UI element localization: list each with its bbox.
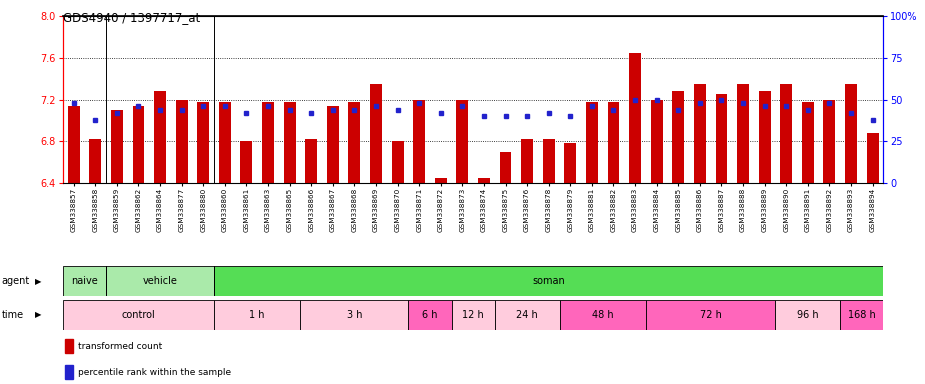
Bar bbox=[451, 300, 495, 329]
Bar bbox=[840, 300, 883, 329]
Bar bbox=[413, 100, 426, 183]
Bar bbox=[672, 91, 684, 183]
Bar bbox=[65, 365, 73, 379]
Bar bbox=[111, 110, 123, 183]
Text: control: control bbox=[121, 310, 155, 320]
Bar bbox=[478, 178, 490, 183]
Text: ▶: ▶ bbox=[35, 310, 42, 319]
Bar bbox=[106, 266, 214, 296]
Bar bbox=[781, 84, 792, 183]
Text: 96 h: 96 h bbox=[797, 310, 819, 320]
Bar bbox=[758, 91, 771, 183]
Bar bbox=[349, 102, 361, 183]
Text: 48 h: 48 h bbox=[592, 310, 613, 320]
Bar bbox=[305, 139, 317, 183]
Bar bbox=[629, 53, 641, 183]
Text: 24 h: 24 h bbox=[516, 310, 538, 320]
Bar bbox=[132, 106, 144, 183]
Bar bbox=[219, 102, 230, 183]
Text: naive: naive bbox=[71, 276, 98, 286]
Text: vehicle: vehicle bbox=[142, 276, 178, 286]
Bar bbox=[560, 300, 646, 329]
Bar bbox=[823, 100, 835, 183]
Bar bbox=[500, 152, 512, 183]
Bar bbox=[68, 106, 80, 183]
Text: 168 h: 168 h bbox=[848, 310, 876, 320]
Bar bbox=[586, 102, 598, 183]
Text: time: time bbox=[2, 310, 24, 320]
Bar bbox=[845, 84, 857, 183]
Text: 72 h: 72 h bbox=[699, 310, 722, 320]
Bar bbox=[564, 144, 576, 183]
Bar bbox=[65, 339, 73, 353]
Bar bbox=[716, 94, 727, 183]
Bar bbox=[176, 100, 188, 183]
Bar bbox=[650, 100, 662, 183]
Text: transformed count: transformed count bbox=[78, 341, 162, 351]
Bar bbox=[543, 139, 555, 183]
Bar bbox=[63, 266, 106, 296]
Text: 6 h: 6 h bbox=[422, 310, 438, 320]
Bar bbox=[214, 300, 301, 329]
Bar bbox=[408, 300, 451, 329]
Bar bbox=[262, 102, 274, 183]
Bar bbox=[435, 178, 447, 183]
Bar bbox=[456, 100, 468, 183]
Bar bbox=[694, 84, 706, 183]
Bar bbox=[90, 139, 101, 183]
Bar bbox=[867, 133, 879, 183]
Bar bbox=[802, 102, 814, 183]
Text: 12 h: 12 h bbox=[462, 310, 484, 320]
Bar bbox=[391, 141, 403, 183]
Bar bbox=[495, 300, 560, 329]
Bar bbox=[197, 102, 209, 183]
Bar bbox=[775, 300, 840, 329]
Text: ▶: ▶ bbox=[35, 276, 42, 286]
Bar bbox=[646, 300, 775, 329]
Bar bbox=[521, 139, 533, 183]
Bar bbox=[737, 84, 749, 183]
Bar bbox=[608, 102, 620, 183]
Bar bbox=[63, 300, 214, 329]
Bar bbox=[301, 300, 408, 329]
Bar bbox=[327, 106, 339, 183]
Text: agent: agent bbox=[2, 276, 31, 286]
Bar bbox=[214, 266, 883, 296]
Bar bbox=[370, 84, 382, 183]
Bar bbox=[154, 91, 166, 183]
Text: 3 h: 3 h bbox=[347, 310, 362, 320]
Text: 1 h: 1 h bbox=[250, 310, 265, 320]
Bar bbox=[284, 102, 296, 183]
Bar bbox=[240, 141, 253, 183]
Text: GDS4940 / 1397717_at: GDS4940 / 1397717_at bbox=[63, 12, 200, 25]
Text: percentile rank within the sample: percentile rank within the sample bbox=[78, 367, 231, 377]
Text: soman: soman bbox=[532, 276, 565, 286]
